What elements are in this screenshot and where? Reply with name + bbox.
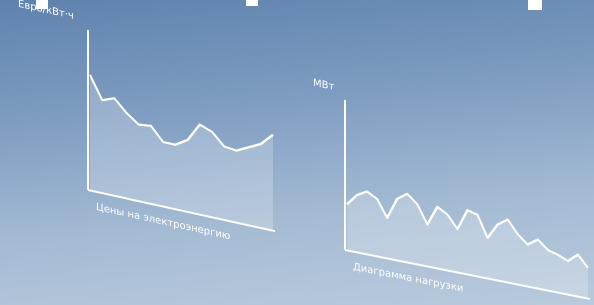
scene: Евро/кВт·чЦены на электроэнергиюМВтДиагр…	[0, 0, 594, 305]
area-shade	[347, 182, 588, 299]
page: {"chart_data": [ {"type": "line", "y_lab…	[0, 0, 594, 305]
y-axis-label: МВт	[313, 78, 334, 93]
frame-mark	[528, 0, 542, 10]
frame-mark	[246, 0, 258, 6]
